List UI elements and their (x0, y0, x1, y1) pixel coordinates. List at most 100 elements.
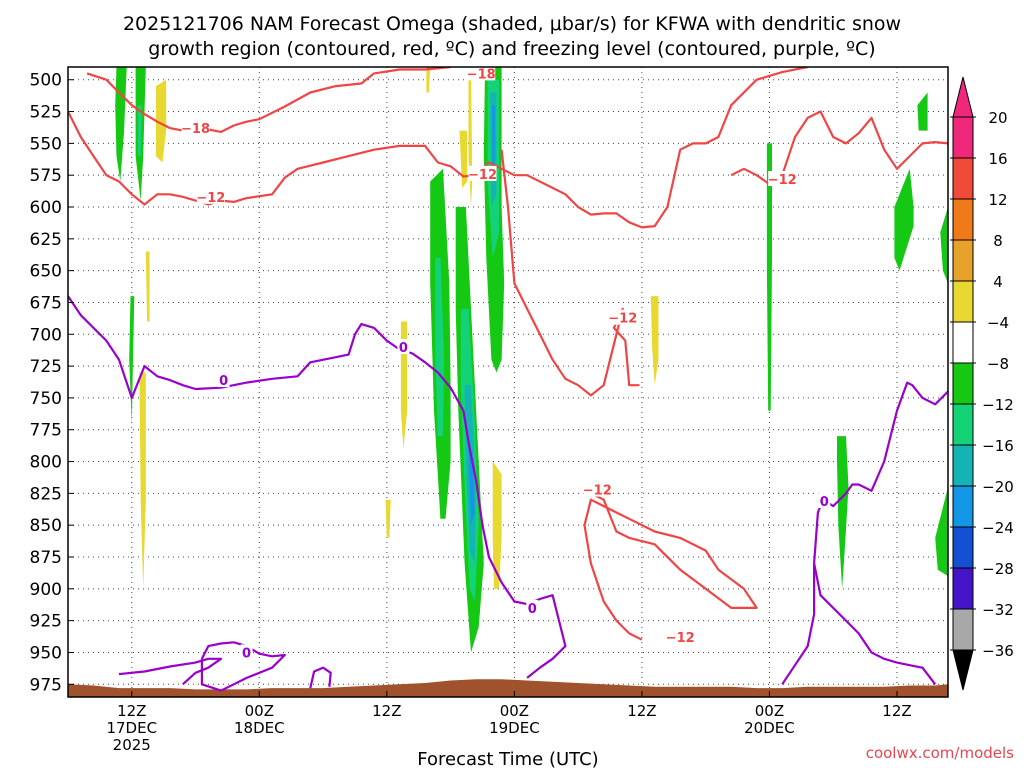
temperature-contour (730, 110, 948, 186)
contour-label-bg (818, 493, 831, 508)
colorbar-label: −28 (982, 560, 1014, 578)
y-tick-label: 850 (30, 516, 62, 536)
terrain-fill (68, 679, 948, 697)
temperature-contour (195, 67, 451, 133)
omega-region (468, 448, 475, 526)
chart-title-line2: growth region (contoured, red, ºC) and f… (148, 38, 875, 60)
omega-region (650, 296, 659, 386)
colorbar-segment (953, 158, 973, 199)
x-tick-label: 00Z (755, 702, 784, 720)
terrain-layer (68, 679, 948, 697)
colorbar-segment (953, 404, 973, 445)
omega-region (115, 67, 127, 182)
omega-region (766, 143, 772, 411)
omega-region (145, 251, 150, 322)
y-tick-label: 650 (30, 262, 62, 282)
plot-frame (67, 66, 949, 698)
colorbar-label: −24 (982, 519, 1014, 537)
y-tick-label: 975 (30, 675, 62, 695)
colorbar-label: 20 (988, 109, 1007, 127)
x-tick-label: 12Z (627, 702, 656, 720)
y-tick-label: 575 (30, 166, 62, 186)
y-axis: 500 525 550 575 600 625 650 675 700 725 750 775 800 8… (30, 71, 74, 695)
contour-label-bg (217, 372, 230, 388)
colorbar-segment (953, 281, 973, 322)
temperature-contour (200, 641, 286, 692)
colorbar-segment (953, 609, 973, 650)
grid-layer (68, 67, 948, 697)
temperature-contour (813, 563, 937, 685)
contour-label-bg (583, 481, 612, 497)
omega-region (459, 130, 468, 188)
colorbar-segment (953, 445, 973, 486)
contour-label: 0 (528, 602, 537, 617)
colorbar-label: −8 (987, 355, 1009, 373)
x-tick-label: 19DEC (489, 719, 540, 737)
contour-label-bg (240, 644, 253, 660)
colorbar-segment (953, 240, 973, 281)
x-tick-label: 12Z (372, 702, 401, 720)
temperature-contour (86, 72, 184, 132)
contour-label-bg (768, 171, 797, 186)
omega-region (129, 296, 135, 424)
x-axis-label: Forecast Time (UTC) (417, 749, 598, 768)
y-tick-label: 550 (30, 134, 62, 154)
y-tick-label: 500 (30, 71, 62, 91)
omega-region (837, 436, 849, 589)
omega-region (917, 92, 928, 131)
y-tick-label: 950 (30, 643, 62, 663)
contour-label-bg (608, 309, 637, 325)
temperature-contour (118, 657, 223, 686)
contour-label-bg (468, 165, 497, 181)
omega-region (139, 372, 146, 589)
colorbar-label: 16 (988, 150, 1007, 168)
plot-background (68, 67, 948, 697)
x-tick-label: 00Z (500, 702, 529, 720)
contour-label: −12 (196, 191, 225, 206)
contour-label: 0 (820, 495, 829, 510)
colorbar-bottom-triangle (952, 649, 974, 691)
colorbar-segment (953, 568, 973, 609)
colorbar-label: 12 (988, 191, 1007, 209)
x-tick-label: 12Z (117, 702, 146, 720)
contour-label: −12 (468, 168, 497, 183)
colorbar-label: −36 (982, 642, 1014, 660)
y-tick-label: 700 (30, 325, 62, 345)
omega-region (138, 105, 142, 157)
colorbar-label: −20 (982, 478, 1014, 496)
y-tick-label: 825 (30, 484, 62, 504)
contour-label-bg (467, 65, 496, 81)
omega-region (435, 257, 445, 437)
y-tick-label: 775 (30, 421, 62, 441)
chart-title-line1: 2025121706 NAM Forecast Omega (shaded, μ… (123, 13, 901, 35)
temperature-contour (781, 381, 948, 685)
x-tick-label: 12Z (882, 702, 911, 720)
y-tick-label: 925 (30, 612, 62, 632)
omega-region (935, 487, 948, 577)
contour-label-bg (666, 629, 695, 645)
contour-label-bg (526, 599, 539, 615)
colorbar-segment (953, 527, 973, 568)
credit-text[interactable]: coolwx.com/models (866, 744, 1014, 762)
x-tick-label: 2025 (113, 736, 151, 754)
omega-region (385, 499, 391, 538)
temperature-contour (309, 666, 332, 689)
contour-label: −18 (467, 67, 496, 82)
colorbar-segment (953, 486, 973, 527)
colorbar-top-triangle (952, 76, 974, 118)
y-tick-label: 900 (30, 580, 62, 600)
temperature-contour (500, 149, 640, 397)
contour-label: −12 (608, 312, 637, 327)
x-tick-label: 18DEC (234, 719, 285, 737)
contour-label: 0 (399, 341, 408, 356)
colorbar-label: −32 (982, 601, 1014, 619)
omega-region (940, 207, 948, 284)
y-tick-label: 750 (30, 389, 62, 409)
contour-label-layer: −18 −18 −12 −12 −12 −12 −12 −12 0 0 0 0 0 (181, 65, 831, 661)
omega-region (156, 79, 167, 163)
colorbar-label: 4 (993, 273, 1003, 291)
x-tick-label: 20DEC (744, 719, 795, 737)
omega-region (492, 105, 496, 169)
